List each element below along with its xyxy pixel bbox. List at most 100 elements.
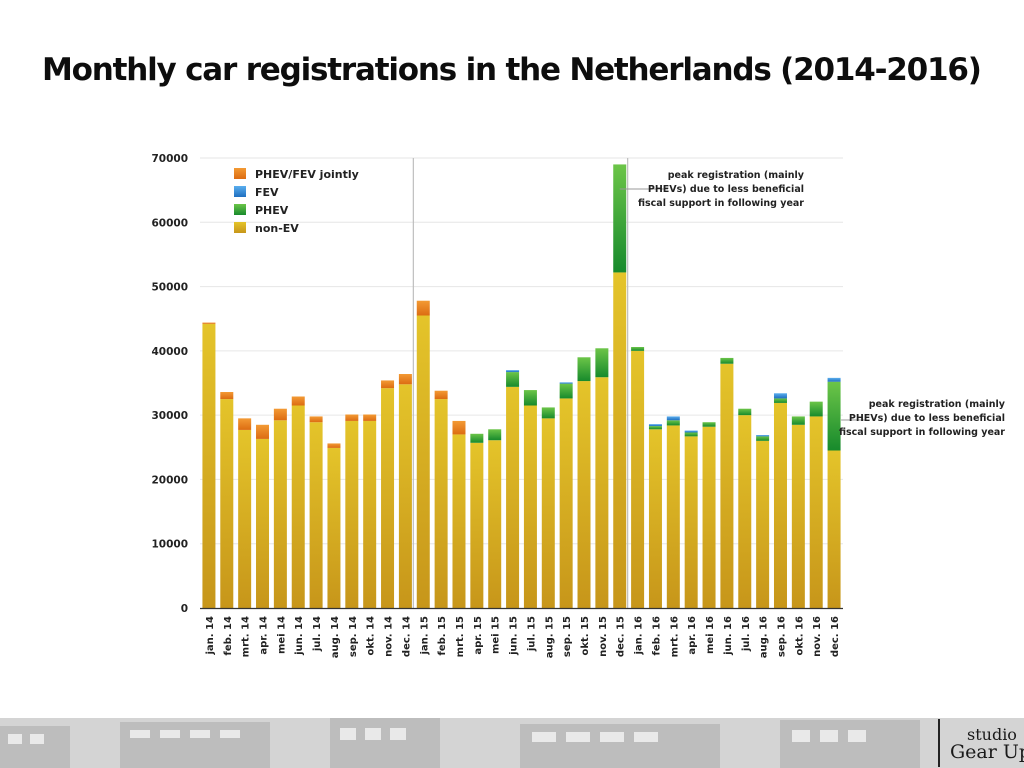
bar-segment bbox=[256, 424, 270, 439]
bar-segment bbox=[648, 424, 662, 427]
bar-segment bbox=[238, 418, 252, 430]
bar-stack bbox=[291, 396, 305, 608]
x-tick-label: jul. 16 bbox=[741, 616, 752, 652]
gridlines bbox=[200, 157, 843, 545]
y-axis: 0 10000 20000 30000 40000 50000 60000 70000 bbox=[151, 153, 188, 615]
bar-segment bbox=[398, 374, 412, 385]
x-tick-label: jul. 15 bbox=[526, 616, 537, 652]
x-tick-label: nov. 16 bbox=[812, 616, 823, 657]
x-tick-label: nov. 14 bbox=[384, 616, 395, 657]
x-tick-label: mei 14 bbox=[276, 616, 287, 654]
bar-segment bbox=[291, 396, 305, 406]
bar-segment bbox=[309, 416, 323, 423]
legend-label: FEV bbox=[255, 186, 279, 199]
bar-segment bbox=[273, 408, 287, 421]
bar-segment bbox=[595, 348, 609, 378]
bar-segment bbox=[684, 430, 698, 433]
x-tick-label: jan. 15 bbox=[419, 616, 430, 656]
bar-segment bbox=[541, 407, 555, 419]
bar-segment bbox=[202, 322, 216, 324]
x-tick-label: feb. 16 bbox=[651, 616, 662, 656]
bar-segment bbox=[416, 315, 430, 608]
x-tick-label: mrt. 15 bbox=[455, 616, 466, 657]
bar-segment bbox=[756, 440, 770, 608]
bar-stack bbox=[256, 424, 270, 608]
bar-stack bbox=[577, 357, 591, 608]
bar-segment bbox=[541, 418, 555, 608]
bar-segment bbox=[559, 383, 573, 399]
bar-segment bbox=[488, 429, 502, 441]
bar-stack bbox=[720, 357, 734, 608]
bar-stack bbox=[595, 348, 609, 608]
bar-stack bbox=[702, 422, 716, 608]
y-tick-label: 50000 bbox=[151, 282, 188, 294]
bar-segment bbox=[827, 450, 841, 608]
bar-segment bbox=[345, 414, 359, 421]
x-tick-label: mrt. 14 bbox=[241, 616, 252, 657]
bar-segment bbox=[773, 398, 787, 403]
bar-stack bbox=[738, 408, 752, 608]
bar-stack bbox=[666, 416, 680, 608]
bar-segment bbox=[506, 372, 520, 387]
bar-segment bbox=[577, 381, 591, 608]
bar-segment bbox=[631, 350, 645, 608]
bar-segment bbox=[416, 300, 430, 316]
y-tick-label: 10000 bbox=[151, 539, 188, 551]
annotation-line: fiscal support in following year bbox=[839, 427, 1005, 438]
bar-segment bbox=[702, 426, 716, 608]
annotation-dec16: peak registration (mainly PHEVs) due to l… bbox=[839, 399, 1006, 438]
annotation-line: PHEVs) due to less beneficial bbox=[849, 413, 1005, 424]
bar-stack bbox=[434, 390, 448, 608]
bar-stack bbox=[827, 377, 841, 608]
y-tick-label: 70000 bbox=[151, 153, 188, 165]
x-tick-label: okt. 15 bbox=[580, 616, 591, 656]
bar-segment bbox=[381, 380, 395, 389]
bar-stack bbox=[773, 393, 787, 608]
year-dividers bbox=[412, 158, 629, 608]
bar-segment bbox=[327, 447, 341, 608]
x-axis: jan. 14 feb. 14 mrt. 14 apr. 14 mei 14 jun. 1… bbox=[200, 607, 843, 658]
annotation-dec15: peak registration (mainly PHEVs) due to l… bbox=[619, 170, 805, 209]
bar-segment bbox=[684, 436, 698, 608]
page-title: Monthly car registrations in the Netherl… bbox=[42, 52, 982, 88]
bar-stack bbox=[541, 407, 555, 608]
bar-segment bbox=[434, 390, 448, 400]
y-tick-label: 60000 bbox=[151, 217, 188, 229]
bar-segment bbox=[827, 381, 841, 451]
bar-segment bbox=[809, 401, 823, 417]
legend-swatch bbox=[234, 204, 246, 215]
bar-segment bbox=[363, 420, 377, 608]
bar-segment bbox=[791, 416, 805, 425]
x-tick-label: sep. 14 bbox=[348, 616, 359, 657]
x-tick-label: dec. 15 bbox=[616, 616, 627, 657]
x-tick-label: okt. 14 bbox=[366, 616, 377, 656]
bar-segment bbox=[720, 357, 734, 364]
bar-stack bbox=[398, 374, 412, 608]
bar-segment bbox=[827, 377, 841, 382]
legend-label: PHEV/FEV jointly bbox=[255, 168, 359, 181]
x-tick-label: jan. 14 bbox=[205, 616, 216, 656]
x-tick-label: apr. 16 bbox=[687, 616, 698, 655]
bar-segment bbox=[327, 443, 341, 448]
bar-stack bbox=[220, 392, 234, 608]
bar-stack bbox=[613, 164, 627, 608]
bar-segment bbox=[666, 420, 680, 426]
bar-segment bbox=[434, 399, 448, 608]
x-tick-label: jun. 15 bbox=[509, 616, 520, 656]
x-tick-label: mrt. 16 bbox=[669, 616, 680, 657]
x-tick-label: okt. 16 bbox=[794, 616, 805, 656]
brand-line-2: Gear Up bbox=[950, 741, 1024, 763]
bar-stack bbox=[523, 390, 537, 608]
bar-stack bbox=[559, 382, 573, 608]
legend: PHEV/FEV jointly FEV PHEV non-EV bbox=[234, 168, 359, 235]
bar-segment bbox=[756, 435, 770, 437]
bar-segment bbox=[256, 438, 270, 608]
legend-label: non-EV bbox=[255, 222, 299, 235]
bar-stack bbox=[684, 430, 698, 608]
bar-segment bbox=[506, 386, 520, 608]
bar-segment bbox=[773, 402, 787, 608]
y-tick-label: 20000 bbox=[151, 474, 188, 486]
bar-stack bbox=[416, 300, 430, 608]
bar-stack bbox=[345, 414, 359, 608]
stacked-bar-chart: 0 10000 20000 30000 40000 50000 60000 70000 jan… bbox=[151, 153, 1006, 658]
